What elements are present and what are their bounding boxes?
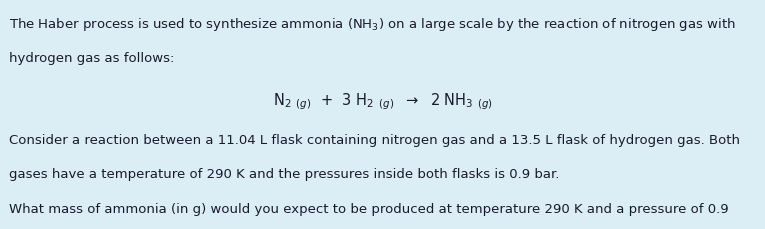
Text: gases have a temperature of 290 K and the pressures inside both flasks is 0.9 ba: gases have a temperature of 290 K and th…	[9, 168, 559, 181]
Text: Consider a reaction between a 11.04 L flask containing nitrogen gas and a 13.5 L: Consider a reaction between a 11.04 L fl…	[9, 134, 741, 147]
Text: N$_{2}$ $_{(g)}$  +  3 H$_{2}$ $_{(g)}$  $\rightarrow$  2 NH$_{3}$ $_{(g)}$: N$_{2}$ $_{(g)}$ + 3 H$_{2}$ $_{(g)}$ $\…	[272, 92, 493, 112]
Text: hydrogen gas as follows:: hydrogen gas as follows:	[9, 52, 174, 65]
Text: What mass of ammonia (in g) would you expect to be produced at temperature 290 K: What mass of ammonia (in g) would you ex…	[9, 203, 729, 216]
Text: The Haber process is used to synthesize ammonia (NH$_3$) on a large scale by the: The Haber process is used to synthesize …	[9, 16, 736, 33]
